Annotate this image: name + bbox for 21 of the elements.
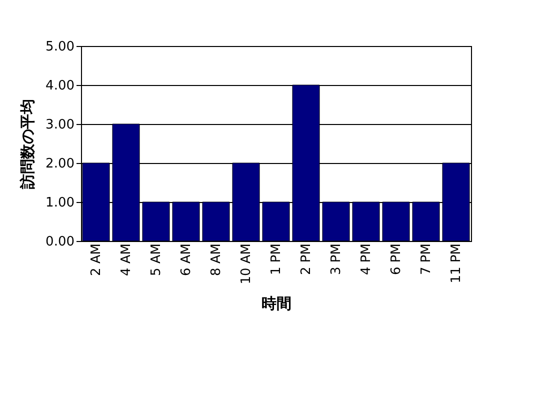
- x-tick-label: 7 PM: [419, 244, 434, 275]
- y-axis-title: 訪問数の平均: [18, 99, 37, 190]
- x-tick-label: 3 PM: [329, 244, 344, 275]
- x-tick-label: 1 PM: [269, 244, 284, 275]
- x-tick-label: 6 PM: [389, 244, 404, 275]
- x-tick-label: 4 AM: [119, 244, 134, 276]
- x-tick-label: 6 AM: [179, 244, 194, 276]
- x-tick-label: 4 PM: [359, 244, 374, 275]
- y-tick-label: 5.00: [46, 40, 74, 54]
- y-tick-label: 0.00: [46, 234, 74, 250]
- x-tick-label: 2 PM: [299, 244, 314, 275]
- x-tick-label: 5 AM: [149, 244, 164, 276]
- x-tick-label: 11 PM: [449, 244, 464, 284]
- y-tick-label: 3.00: [46, 118, 74, 132]
- x-tick-label: 2 AM: [89, 244, 104, 276]
- x-tick-label: 10 AM: [239, 244, 254, 284]
- x-axis-title: 時間: [262, 294, 292, 312]
- y-tick-label: 2.00: [46, 156, 74, 172]
- y-tick-label: 1.00: [46, 196, 74, 210]
- y-tick-label: 4.00: [46, 78, 74, 94]
- x-tick-label: 8 AM: [209, 244, 224, 276]
